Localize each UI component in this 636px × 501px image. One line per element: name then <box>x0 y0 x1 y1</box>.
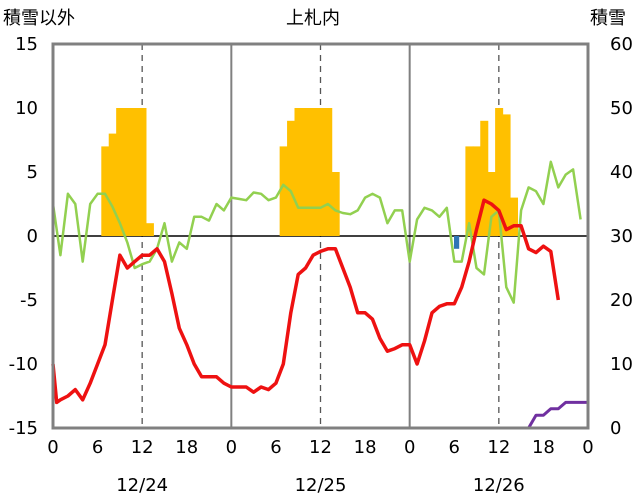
right-y-tick-4: 20 <box>610 290 633 311</box>
left-y-tick-0: 15 <box>15 34 38 55</box>
x-tick-12: 0 <box>582 437 593 458</box>
temperature-series-line <box>51 198 561 405</box>
precip-bar-1 <box>108 133 117 236</box>
date-label-0: 12/24 <box>116 475 168 496</box>
precip-bar-20 <box>502 114 511 236</box>
right-y-tick-6: 0 <box>610 418 621 439</box>
x-tick-0: 0 <box>47 437 58 458</box>
left-y-tick-5: -10 <box>9 354 38 375</box>
precip-bar-3 <box>123 108 132 236</box>
left-y-tick-2: 5 <box>27 162 38 183</box>
precip-bar-7 <box>279 146 288 236</box>
x-tick-2: 12 <box>131 437 154 458</box>
precip-bar-10 <box>301 108 310 236</box>
plot-frame <box>51 42 590 430</box>
precip-bar-5 <box>138 108 147 236</box>
series-lines <box>51 160 588 430</box>
x-tick-8: 0 <box>404 437 415 458</box>
left-y-tick-3: 0 <box>27 226 38 247</box>
x-tick-7: 18 <box>354 437 377 458</box>
left-y-tick-6: -15 <box>9 418 38 439</box>
right-y-tick-0: 60 <box>610 34 633 55</box>
right-y-tick-labels: 60 50 40 30 20 10 0 <box>610 34 633 439</box>
right-y-tick-5: 10 <box>610 354 633 375</box>
left-y-tick-1: 10 <box>15 98 38 119</box>
x-tick-10: 12 <box>487 437 510 458</box>
x-tick-3: 18 <box>175 437 198 458</box>
x-tick-labels: 0 6 12 18 0 6 12 18 0 6 12 18 0 <box>47 437 593 458</box>
left-y-tick-labels: 15 10 5 0 -5 -10 -15 <box>9 34 38 439</box>
precip-bar-9 <box>294 108 303 236</box>
x-tick-4: 0 <box>226 437 237 458</box>
precip-bar-16 <box>472 146 481 236</box>
x-tick-5: 6 <box>270 437 281 458</box>
x-tick-1: 6 <box>92 437 103 458</box>
right-y-tick-3: 30 <box>610 226 633 247</box>
precip-bar-15 <box>465 146 474 236</box>
x-tick-9: 6 <box>449 437 460 458</box>
date-label-2: 12/26 <box>473 475 525 496</box>
wind-series-line <box>51 160 582 304</box>
precip-bar-2 <box>116 108 125 236</box>
left-axis-label: 積雪以外 <box>3 8 75 29</box>
right-axis-label: 積雪 <box>590 8 626 29</box>
precip-bar-11 <box>309 108 318 236</box>
right-y-tick-1: 50 <box>610 98 633 119</box>
precip-bar-4 <box>131 108 140 236</box>
right-y-tick-2: 40 <box>610 162 633 183</box>
left-y-tick-4: -5 <box>20 290 38 311</box>
negative-bar-0 <box>454 236 460 249</box>
x-tick-11: 18 <box>532 437 555 458</box>
precip-bar-6 <box>145 223 154 236</box>
precip-bar-21 <box>509 197 519 236</box>
chart-title: 上札内 <box>286 8 340 29</box>
date-label-1: 12/25 <box>295 475 347 496</box>
precip-bar-12 <box>316 108 325 236</box>
precip-bar-13 <box>324 108 333 236</box>
precip-bar-8 <box>287 120 296 236</box>
date-labels: 12/24 12/25 12/26 <box>116 475 525 496</box>
precip-bar-0 <box>101 146 110 236</box>
precip-bar-19 <box>495 108 504 236</box>
precip-bar-17 <box>480 120 489 236</box>
snow_depth-series-line <box>53 400 588 430</box>
x-tick-6: 12 <box>309 437 332 458</box>
precip-bar-14 <box>331 172 340 236</box>
